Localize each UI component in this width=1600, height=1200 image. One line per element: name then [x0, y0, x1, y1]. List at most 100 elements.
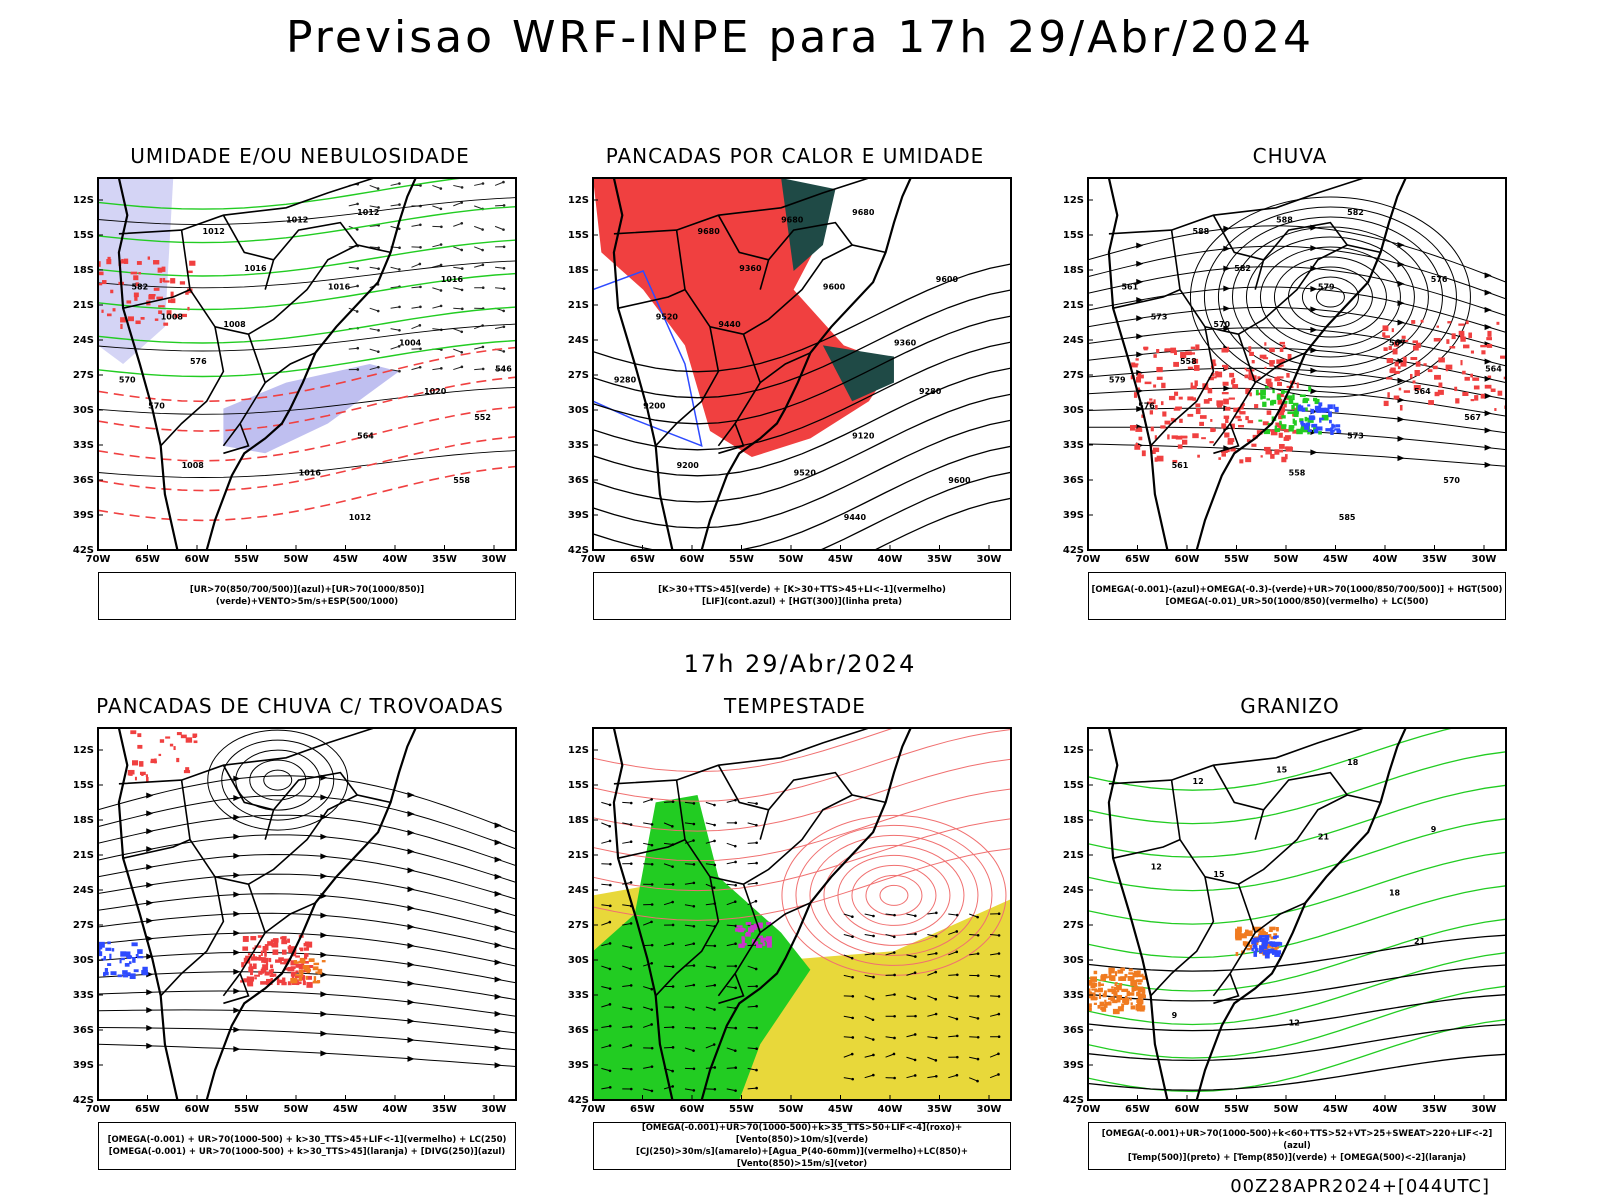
omega500-area	[1116, 994, 1122, 1001]
rain-area	[1276, 376, 1284, 379]
thunderstorm-area	[264, 950, 267, 957]
lat-tick-label: 42S	[568, 1095, 589, 1106]
wind-vector	[502, 350, 506, 353]
wind-vector	[377, 246, 380, 250]
rain-area	[1414, 370, 1420, 376]
wind-vector	[692, 1089, 696, 1092]
rain-area	[1462, 391, 1469, 397]
thunderstorm-area	[268, 957, 272, 963]
omega-area	[1307, 429, 1312, 432]
wind-vector	[663, 842, 674, 846]
rain-area	[1227, 346, 1230, 352]
lat-tick-label: 39S	[568, 510, 589, 521]
streamline-arrow	[1136, 333, 1144, 340]
panel-title: PANCADAS POR CALOR E UMIDADE	[605, 144, 985, 168]
divergence-area	[111, 948, 115, 952]
thunderstorm-area	[243, 978, 250, 983]
rain-area	[1259, 354, 1267, 359]
streamline	[1315, 286, 1345, 308]
wind-vector	[474, 246, 483, 251]
omega500-area	[1097, 987, 1103, 993]
wind-vector	[390, 266, 400, 270]
omega500-area	[1128, 972, 1134, 975]
wind-vector	[989, 1013, 999, 1017]
divergence-area	[124, 963, 130, 967]
omega-area	[1307, 404, 1311, 407]
legend-line: [LIF](cont.azul) + [HGT(300)](linha pret…	[701, 597, 903, 607]
wind-vector	[990, 995, 1000, 997]
storm-area	[745, 932, 751, 937]
wind-vector	[927, 1056, 937, 1061]
wind-vector	[460, 186, 464, 189]
storm-area	[762, 937, 768, 941]
contour-value-label: 1016	[299, 469, 322, 478]
wind-vector	[377, 206, 380, 209]
rain-area	[1383, 400, 1389, 407]
rain-area	[1230, 448, 1236, 452]
thunderstorm-area	[250, 966, 254, 973]
thunderstorm-area	[145, 774, 148, 778]
rain-area	[1245, 457, 1252, 463]
thickness-label-area	[130, 271, 138, 275]
divergence-area	[120, 951, 127, 957]
wind-vector	[892, 935, 896, 939]
streamline-arrow	[320, 932, 328, 939]
thickness-label-area	[121, 258, 124, 264]
thickness-contour	[98, 465, 516, 522]
wind-vector	[843, 933, 853, 938]
rain-area	[1423, 363, 1427, 366]
rain-area	[1269, 347, 1275, 353]
wind-vector	[453, 328, 462, 333]
lon-tick-label: 55W	[729, 554, 754, 565]
wind-vector	[726, 883, 736, 886]
rain-area	[1254, 404, 1259, 409]
country-border	[1254, 902, 1306, 934]
thunderstorm-area	[298, 981, 302, 985]
contour-value-label: 585	[1339, 513, 1356, 522]
rain-area	[1221, 423, 1227, 429]
lon-tick-label: 60W	[1175, 1104, 1200, 1115]
rain-area	[1480, 393, 1485, 399]
omega500-area	[1141, 987, 1146, 994]
wind-vector	[914, 914, 917, 918]
thunderstorm-area	[304, 941, 310, 945]
rain-area	[1134, 444, 1141, 450]
country-border	[767, 221, 853, 261]
thickness-label-area	[134, 295, 138, 301]
rain-area	[1460, 336, 1466, 342]
rain-area	[1464, 376, 1470, 381]
omega500-area	[1088, 1007, 1092, 1012]
wind-vector	[348, 285, 358, 289]
wind-vector	[460, 365, 464, 369]
wind-vector	[671, 865, 674, 868]
thunderstorm-area	[259, 957, 266, 960]
rain-area	[1279, 406, 1286, 413]
omega500-area	[1246, 947, 1251, 951]
temp850-contour	[1088, 818, 1506, 892]
rain-area	[1194, 380, 1198, 387]
rain-area	[1190, 385, 1197, 390]
thickness-label-area	[179, 281, 186, 285]
streamline-arrow	[320, 912, 328, 919]
rain-area	[1203, 387, 1209, 390]
lat-tick-label: 30S	[568, 955, 589, 966]
coastline-west	[1107, 178, 1169, 550]
hail-area	[1267, 952, 1270, 955]
rain-area	[1238, 424, 1245, 428]
wind-vector	[671, 825, 674, 828]
wind-vector	[927, 995, 936, 1000]
rain-area	[1195, 408, 1201, 415]
streamline-arrow	[233, 775, 241, 782]
wind-vector	[622, 822, 632, 826]
rain-area	[1151, 450, 1156, 454]
thickness-contour	[98, 376, 516, 432]
streamline-arrow	[1484, 461, 1492, 468]
thunderstorm-area	[240, 980, 243, 983]
height-contour	[593, 367, 1011, 477]
wind-vector	[871, 1018, 875, 1022]
streamline	[249, 759, 307, 801]
coastline-west	[117, 728, 179, 1100]
thunderstorm-area	[250, 956, 258, 961]
omega500-area	[1269, 926, 1276, 931]
lon-tick-label: 35W	[1422, 1104, 1447, 1115]
